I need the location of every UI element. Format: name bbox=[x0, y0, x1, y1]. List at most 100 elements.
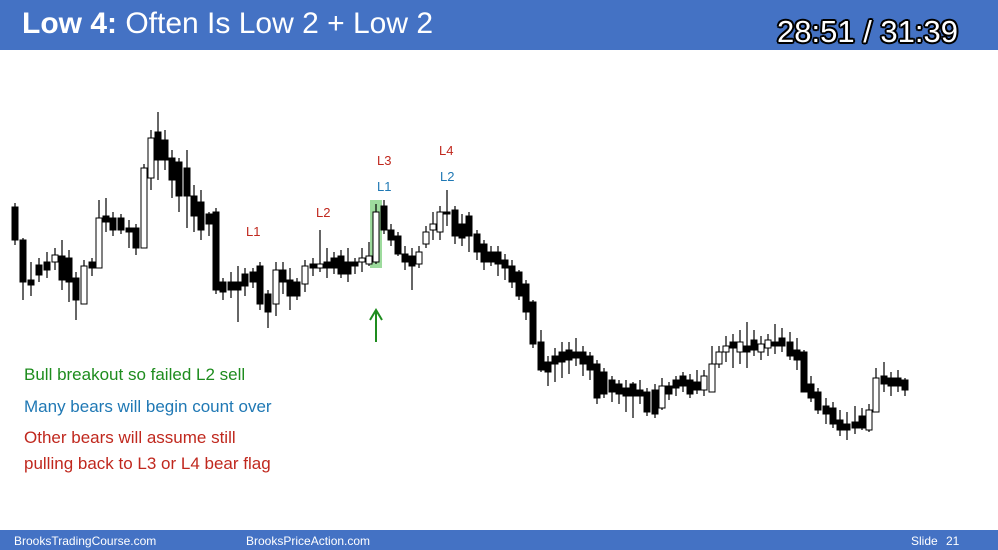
bear-candle bbox=[515, 271, 523, 297]
bear-candle bbox=[608, 379, 616, 393]
bear-candle bbox=[443, 211, 451, 215]
candlestick-chart: L1 L2 L3 L1 L4 L2 bbox=[11, 112, 909, 440]
bear-candle bbox=[132, 227, 140, 249]
bear-candle bbox=[380, 205, 388, 231]
bull-candle bbox=[865, 409, 873, 431]
bull-candle bbox=[372, 211, 380, 263]
bear-candle bbox=[508, 265, 516, 283]
bear-candle bbox=[11, 206, 19, 241]
bull-candle bbox=[708, 363, 716, 393]
label-l2-first: L2 bbox=[316, 205, 330, 220]
bear-candle bbox=[408, 255, 416, 267]
bear-candle bbox=[487, 251, 495, 263]
bear-candle bbox=[279, 269, 287, 283]
bear-candle bbox=[643, 391, 651, 413]
video-timer: 28:51 / 31:39 bbox=[777, 14, 958, 49]
bear-candle bbox=[465, 215, 473, 237]
bull-candle bbox=[316, 263, 324, 269]
bear-candle bbox=[27, 279, 35, 286]
bear-candle bbox=[551, 355, 559, 365]
bear-candle bbox=[473, 233, 481, 253]
bear-candle bbox=[522, 283, 530, 313]
note-failed-l2: Bull breakout so failed L2 sell bbox=[24, 365, 246, 384]
bull-candle bbox=[429, 223, 437, 231]
bear-candle bbox=[480, 243, 488, 263]
bear-candle bbox=[330, 257, 338, 269]
bull-candle bbox=[722, 345, 730, 353]
bear-candle bbox=[880, 375, 888, 385]
footer-slide-number: 21 bbox=[946, 534, 960, 548]
bear-candle bbox=[786, 341, 794, 357]
bear-candle bbox=[197, 201, 205, 231]
bull-candle bbox=[147, 137, 155, 179]
bear-candle bbox=[743, 345, 751, 353]
bear-candle bbox=[227, 281, 235, 291]
bear-candle bbox=[851, 421, 859, 429]
bear-candle bbox=[241, 273, 249, 287]
bear-candle bbox=[88, 261, 96, 269]
bear-candle bbox=[323, 261, 331, 269]
bear-candle bbox=[249, 271, 257, 283]
bear-candle bbox=[35, 264, 43, 276]
slide-header: Low 4: Often Is Low 2 + Low 2 28:51 / 31… bbox=[0, 0, 998, 50]
slide-footer: BrooksTradingCourse.com BrooksPriceActio… bbox=[0, 530, 998, 550]
bear-candle bbox=[800, 351, 808, 393]
bear-candle bbox=[234, 281, 242, 291]
bear-candle bbox=[394, 235, 402, 255]
bear-candle bbox=[117, 217, 125, 231]
bear-candle bbox=[793, 349, 801, 361]
bull-candle bbox=[415, 251, 423, 265]
bull-candle bbox=[658, 385, 666, 409]
bear-candle bbox=[337, 255, 345, 275]
bear-candle bbox=[672, 379, 680, 389]
label-l1-first: L1 bbox=[246, 224, 260, 239]
bear-candle bbox=[558, 351, 566, 363]
bear-candle bbox=[778, 337, 786, 347]
bull-candle bbox=[872, 377, 880, 413]
bear-candle bbox=[102, 215, 110, 223]
slide-title-rest: Often Is Low 2 + Low 2 bbox=[117, 7, 434, 40]
bull-candle bbox=[700, 375, 708, 391]
bear-candle bbox=[901, 379, 909, 391]
bear-candle bbox=[814, 391, 822, 411]
bear-candle bbox=[458, 223, 466, 239]
note-other-bears-1: Other bears will assume still bbox=[24, 428, 236, 447]
bull-candle bbox=[422, 231, 430, 245]
bear-candle bbox=[161, 139, 169, 161]
bull-candle bbox=[358, 257, 366, 263]
bear-candle bbox=[565, 349, 573, 361]
bear-candle bbox=[544, 361, 552, 373]
bear-candle bbox=[629, 383, 637, 397]
bear-candle bbox=[183, 167, 191, 197]
bear-candle bbox=[401, 253, 409, 263]
bull-candle bbox=[51, 254, 59, 263]
bear-candle bbox=[256, 265, 264, 305]
bear-candle bbox=[168, 157, 176, 181]
bull-candle bbox=[436, 211, 444, 233]
bear-candle bbox=[58, 255, 66, 281]
bear-candle bbox=[636, 389, 644, 397]
bull-candle bbox=[80, 265, 88, 305]
bear-candle bbox=[586, 355, 594, 371]
bear-candle bbox=[858, 415, 866, 429]
bear-candle bbox=[693, 381, 701, 391]
bear-candle bbox=[494, 251, 502, 265]
up-arrow-icon bbox=[369, 308, 383, 342]
bear-candle bbox=[293, 281, 301, 297]
bear-candle bbox=[344, 261, 352, 275]
bear-candle bbox=[264, 293, 272, 313]
bull-candle bbox=[715, 351, 723, 365]
bear-candle bbox=[894, 377, 902, 387]
bear-candle bbox=[686, 379, 694, 395]
bear-candle bbox=[351, 261, 359, 267]
bull-candle bbox=[365, 255, 373, 265]
bull-candle bbox=[736, 341, 744, 353]
bear-candle bbox=[771, 341, 779, 347]
bear-candle bbox=[537, 341, 545, 371]
bear-candle bbox=[286, 279, 294, 297]
label-l4: L4 bbox=[439, 143, 453, 158]
bear-candle bbox=[822, 405, 830, 415]
bear-candle bbox=[529, 301, 537, 345]
candles bbox=[11, 112, 909, 440]
bear-candle bbox=[679, 375, 687, 387]
